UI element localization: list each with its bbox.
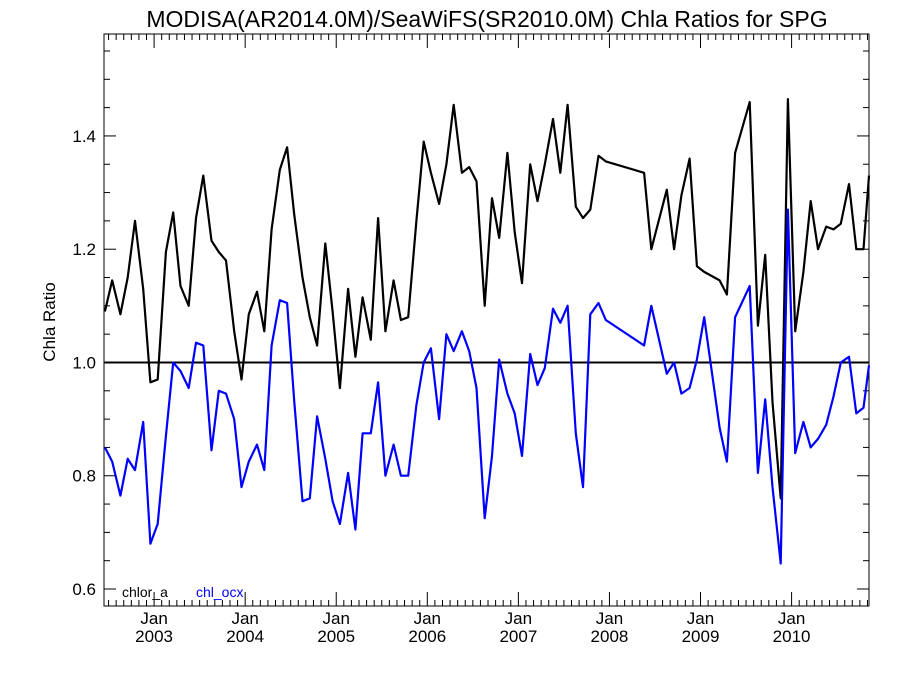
series-group — [103, 97, 871, 565]
x-tick-label-month: Jan — [231, 609, 258, 628]
x-tick-label-month: Jan — [323, 609, 350, 628]
x-tick-label-year: 2009 — [682, 627, 720, 646]
y-tick-label: 0.6 — [72, 580, 96, 599]
plot-frame — [103, 33, 870, 607]
x-tick-label-month: Jan — [505, 609, 532, 628]
x-tick-label-year: 2008 — [591, 627, 629, 646]
x-tick-label-year: 2004 — [226, 627, 264, 646]
y-tick-label: 1.2 — [72, 240, 96, 259]
legend: chlor_a chl_ocx — [122, 584, 243, 600]
y-tick-label: 1.4 — [72, 127, 96, 146]
x-tick-label-month: Jan — [596, 609, 623, 628]
y-axis-label: Chla Ratio — [40, 282, 59, 361]
x-tick-label-month: Jan — [414, 609, 441, 628]
x-tick-label-year: 2006 — [408, 627, 446, 646]
plot-area — [103, 33, 870, 607]
x-tick-label-year: 2003 — [135, 627, 173, 646]
x-tick-label-year: 2010 — [773, 627, 811, 646]
x-tick-label-year: 2007 — [499, 627, 537, 646]
chart-title: MODISA(AR2014.0M)/SeaWiFS(SR2010.0M) Chl… — [146, 6, 827, 32]
x-tick-label-month: Jan — [140, 609, 167, 628]
x-tick-label-month: Jan — [687, 609, 714, 628]
x-tick-label-year: 2005 — [317, 627, 355, 646]
y-tick-label: 0.8 — [72, 467, 96, 486]
legend-item-chl-ocx: chl_ocx — [196, 584, 243, 600]
x-tick-label-month: Jan — [778, 609, 805, 628]
series-line-chlor-a — [103, 97, 871, 500]
legend-item-chlor-a: chlor_a — [122, 584, 168, 600]
axis-ticks: 0.60.81.01.21.4Jan2003Jan2004Jan2005Jan2… — [72, 34, 869, 646]
series-line-chl-ocx — [103, 208, 871, 565]
y-tick-label: 1.0 — [72, 353, 96, 372]
